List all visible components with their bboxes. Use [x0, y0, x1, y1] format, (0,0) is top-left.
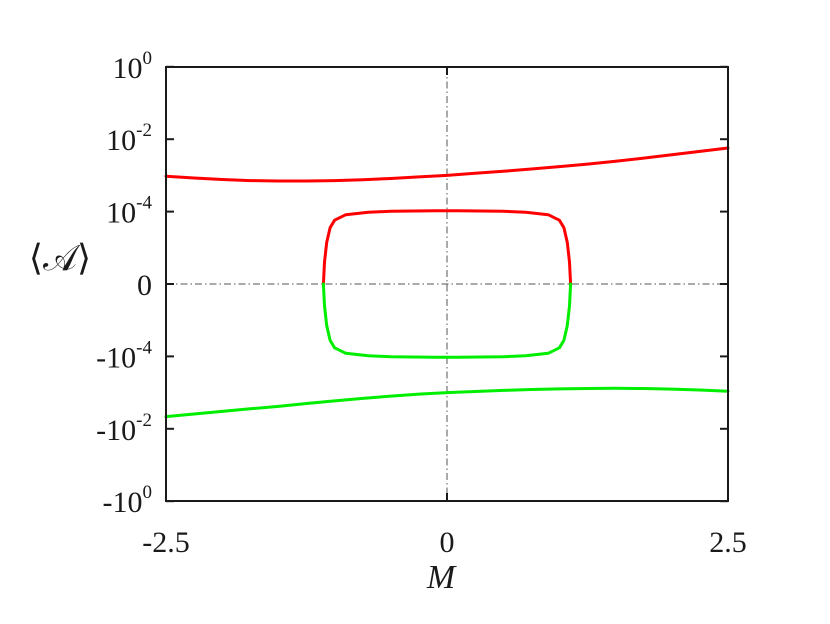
- y-tick-base: -10: [96, 414, 136, 447]
- series-layer: [164, 146, 730, 419]
- x-axis-title: M: [426, 559, 457, 596]
- y-tick-exponent: -4: [136, 337, 152, 358]
- series-1-line: [164, 146, 730, 183]
- y-tick-exponent: 0: [143, 482, 153, 503]
- y-tick-exponent: 0: [143, 48, 153, 69]
- series-2-line: [321, 209, 573, 286]
- y-tick-exponent: -2: [136, 410, 152, 431]
- y-tick-base: 0: [137, 269, 152, 302]
- y-tick-base: -10: [96, 341, 136, 374]
- y-tick-label: -10-2: [96, 410, 152, 447]
- series-3-line: [321, 282, 573, 359]
- y-tick-base: 10: [106, 197, 136, 230]
- y-tick-base: 10: [113, 52, 143, 85]
- y-tick-label: 100: [113, 48, 153, 85]
- y-tick-base: 10: [106, 124, 136, 157]
- y-tick-exponent: -4: [136, 193, 152, 214]
- y-tick-label: -10-4: [96, 337, 152, 374]
- y-tick-label: 0: [137, 269, 152, 302]
- x-axis: -2.5 0 2.5: [142, 67, 747, 559]
- y-axis-title: ⟨𝒜⟩: [29, 238, 91, 278]
- x-tick-label: 0: [440, 526, 455, 559]
- y-tick-exponent: -2: [136, 120, 152, 141]
- x-tick-label: -2.5: [142, 526, 190, 559]
- y-tick-base: -10: [103, 486, 143, 519]
- y-tick-label: 10-2: [106, 120, 152, 157]
- y-tick-label: 10-4: [106, 193, 152, 230]
- reference-lines: [166, 67, 728, 501]
- series-4-line: [164, 386, 730, 419]
- x-tick-label: 2.5: [709, 526, 747, 559]
- y-tick-label: -100: [103, 482, 153, 519]
